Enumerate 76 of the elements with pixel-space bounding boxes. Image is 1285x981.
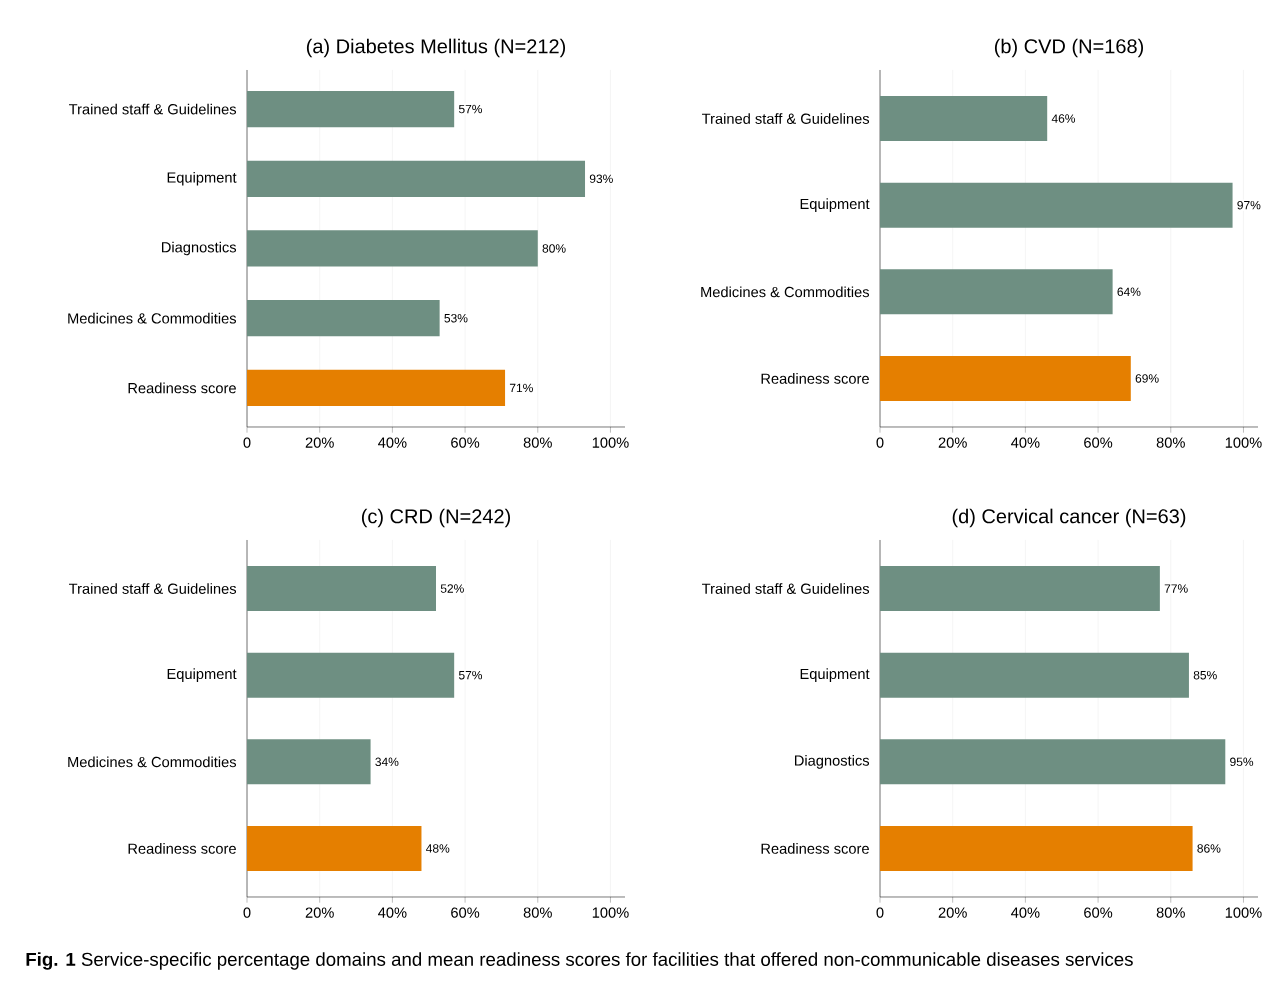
chart-title: (a) Diabetes Mellitus (N=212) [306,38,566,58]
y-tick-label: Medicines & Commodities [701,286,870,298]
bar [880,269,1113,315]
bar [247,825,422,871]
x-tick-label: 80% [1156,437,1185,448]
data-label: 57% [458,104,483,114]
x-tick-label: 60% [451,437,480,448]
y-tick-label: Medicines & Commodities [68,756,237,768]
bar [247,652,455,698]
y-tick-label: Readiness score [128,843,236,854]
y-tick-label: Equipment [167,171,237,186]
bar [247,90,455,128]
y-tick-label: Readiness score [128,382,236,394]
bar [247,739,371,785]
x-tick-label: 60% [1084,437,1113,448]
data-label: 34% [375,757,399,767]
chart-title: (b) CVD (N=168) [994,38,1144,58]
data-label: 69% [1135,374,1159,383]
x-tick-label: 80% [1156,907,1185,918]
data-label: 97% [1237,200,1261,210]
bar [247,160,586,197]
x-tick-label: 60% [451,907,480,918]
data-label: 93% [589,174,613,184]
y-tick-label: Readiness score [761,843,869,854]
y-tick-label: Trained staff & Guidelines [701,583,870,594]
x-tick-label: 40% [378,907,407,918]
x-tick-label: 40% [378,437,407,448]
bar [880,95,1048,142]
y-tick-label: Equipment [800,198,870,212]
data-label: 95% [1230,757,1254,767]
data-label: 57% [458,670,483,680]
x-tick-label: 40% [1011,437,1040,448]
y-tick-label: Diagnostics [162,241,237,256]
data-label: 85% [1193,670,1217,680]
x-tick-label: 60% [1084,907,1113,918]
data-label: 64% [1117,287,1141,297]
x-tick-label: 20% [305,907,334,918]
y-tick-label: Trained staff & Guidelines [69,583,237,594]
data-label: 86% [1197,844,1221,853]
x-tick-label: 0 [243,907,251,918]
bar [247,230,538,267]
bar [880,182,1233,228]
y-tick-label: Equipment [167,668,237,682]
data-label: 71% [509,383,533,393]
y-tick-label: Equipment [800,668,870,682]
data-label: 46% [1051,114,1076,123]
data-label: 53% [444,313,468,323]
data-label: 48% [426,844,450,853]
bar [247,565,437,612]
x-tick-label: 80% [523,437,552,448]
chart-title: (c) CRD (N=242) [361,508,511,528]
y-tick-label: Diagnostics [795,754,870,769]
x-tick-label: 20% [305,437,334,448]
x-tick-label: 100% [1225,907,1262,918]
y-tick-label: Trained staff & Guidelines [69,103,237,115]
x-tick-label: 0 [243,437,251,448]
bar [247,300,440,337]
x-tick-label: 20% [938,907,967,918]
x-tick-label: 100% [592,437,629,448]
x-tick-label: 40% [1011,907,1040,918]
chart-title: (d) Cervical cancer (N=63) [952,508,1186,528]
data-label: 80% [542,244,566,253]
y-tick-label: Readiness score [761,373,869,384]
x-tick-label: 0 [876,907,884,918]
data-label: 52% [440,584,464,593]
text: Fig. 1 Service-specific percentage domains and mean readiness scores for facilities that offered non-communicable diseases services [26,952,1133,970]
x-tick-label: 20% [938,437,967,448]
data-label: 77% [1164,584,1188,593]
x-tick-label: 0 [876,437,884,448]
y-tick-label: Medicines & Commodities [68,312,237,324]
x-tick-label: 100% [1225,437,1262,448]
bar [247,369,506,407]
y-tick-label: Trained staff & Guidelines [701,113,870,124]
x-tick-label: 100% [592,907,629,918]
bar [880,355,1131,401]
x-tick-label: 80% [523,907,552,918]
